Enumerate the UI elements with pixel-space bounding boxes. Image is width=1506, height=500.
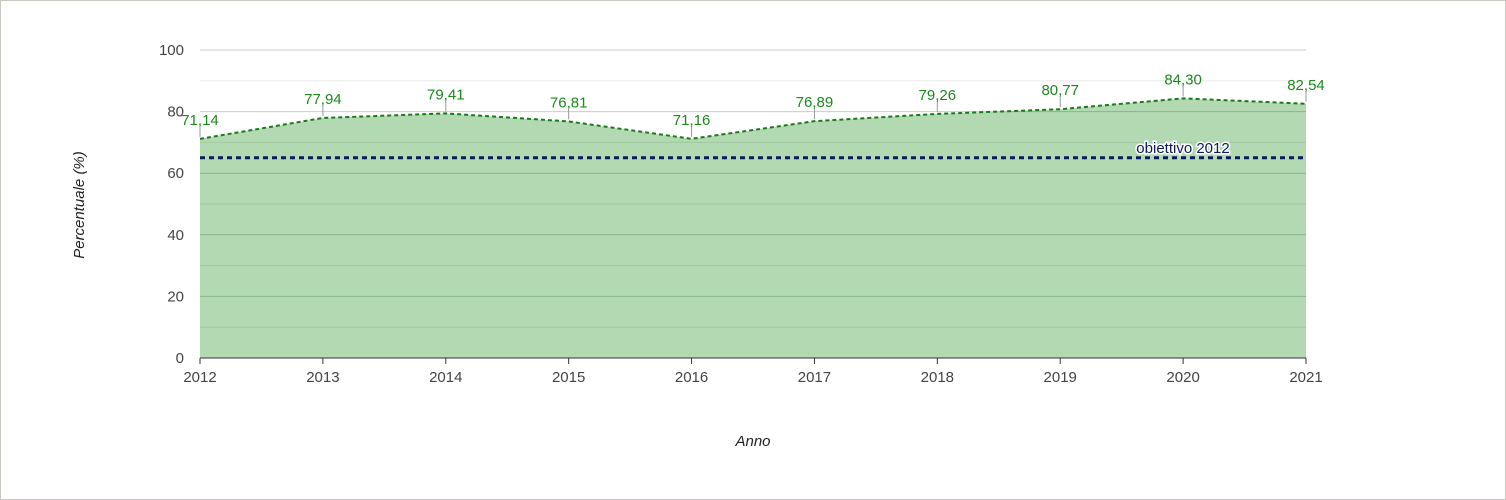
data-label: 71,16 [673, 112, 711, 129]
y-tick-label: 60 [167, 165, 184, 182]
x-tick-label: 2013 [306, 369, 339, 386]
y-axis-title: Percentuale (%) [71, 151, 88, 259]
data-label: 79,26 [919, 87, 957, 104]
data-labels: 71,14 77,94 79,41 76,81 71,16 76,89 79,26 80,77… [181, 71, 1325, 137]
x-tick-label: 2016 [675, 369, 708, 386]
data-label: 76,89 [796, 94, 834, 111]
x-tick-label: 2017 [798, 369, 831, 386]
x-tick-label: 2019 [1044, 369, 1077, 386]
x-tick-label: 2015 [552, 369, 585, 386]
data-label: 80,77 [1041, 82, 1079, 99]
x-tick-label: 2014 [429, 369, 462, 386]
series-line [199, 97, 1307, 140]
data-label: 84,30 [1164, 71, 1202, 88]
axes: 0 20 40 60 80 100 2012 2013 2014 2015 2016 2017 2018… [159, 42, 1323, 386]
y-tick-label: 80 [167, 104, 184, 121]
data-label: 79,41 [427, 86, 465, 103]
area-fill [200, 98, 1306, 358]
y-tick-label: 40 [167, 227, 184, 244]
x-tick-label: 2021 [1289, 369, 1322, 386]
y-tick-label: 20 [167, 288, 184, 305]
data-label: 82,54 [1287, 77, 1325, 94]
area-series [199, 49, 1307, 358]
target-line-group: obiettivo 2012 [200, 138, 1306, 160]
x-axis-title: Anno [734, 433, 770, 450]
data-label: 77,94 [304, 91, 342, 108]
target-label: obiettivo 2012 [1136, 140, 1229, 157]
data-label: 76,81 [550, 94, 588, 111]
x-tick-label: 2018 [921, 369, 954, 386]
x-tick-label: 2020 [1166, 369, 1199, 386]
area-mask [200, 49, 1306, 139]
x-tick-label: 2012 [183, 369, 216, 386]
data-label: 71,14 [181, 112, 219, 129]
y-tick-label: 0 [176, 350, 184, 367]
y-tick-label: 100 [159, 42, 184, 59]
